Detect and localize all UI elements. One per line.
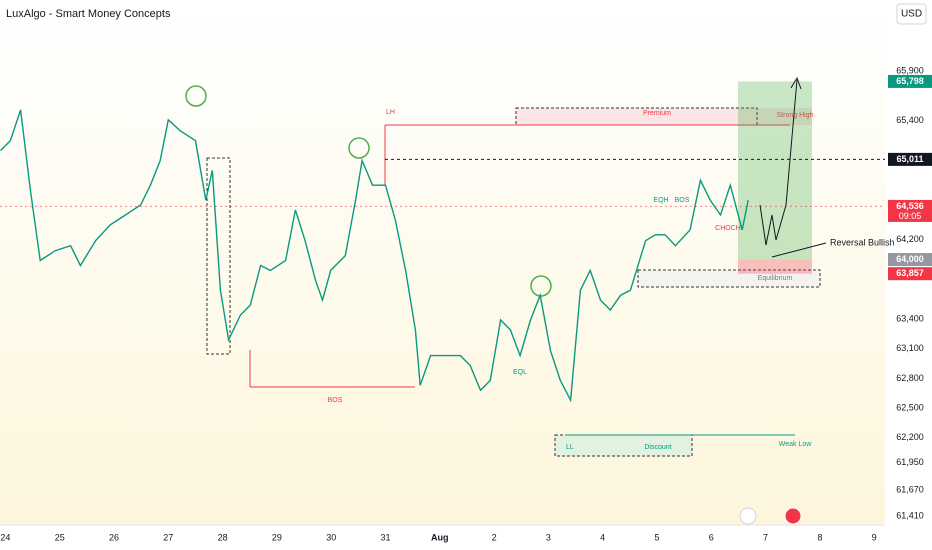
x-tick-label: 7 xyxy=(763,532,768,542)
bos-small-label: BOS xyxy=(675,197,690,204)
x-tick-label: 26 xyxy=(109,532,119,542)
bos-label: BOS xyxy=(328,397,343,404)
projection-arrow xyxy=(790,76,802,90)
equilibrium-box xyxy=(637,269,821,288)
y-tick-label: 62,800 xyxy=(896,373,924,383)
x-tick-label: 6 xyxy=(709,532,714,542)
strong-high-label: Strong High xyxy=(777,112,814,119)
x-tick-label: 29 xyxy=(272,532,282,542)
y-tick-label: 61,670 xyxy=(896,485,924,495)
target-zone xyxy=(738,81,812,260)
premium-zone xyxy=(516,108,812,125)
price-label-box xyxy=(888,152,932,166)
equilibrium-label: Equilibrium xyxy=(758,275,793,282)
price-label-box xyxy=(888,74,932,88)
y-tick-label: 63,400 xyxy=(896,313,924,323)
y-tick-label: 62,500 xyxy=(896,402,924,412)
callout-line xyxy=(771,242,827,258)
x-tick-label: 28 xyxy=(218,532,228,542)
x-tick-label: 8 xyxy=(817,532,822,542)
y-tick-label: 65,900 xyxy=(896,66,924,76)
y-tick-label: 61,410 xyxy=(896,510,924,520)
x-tick-label: 3 xyxy=(546,532,551,542)
eql-label: EQL xyxy=(513,369,527,376)
stop-zone xyxy=(738,259,812,274)
premium-box xyxy=(515,107,758,126)
weak-low-label: Weak Low xyxy=(779,441,812,448)
discount-label: Discount xyxy=(644,444,671,451)
highlight-circle xyxy=(348,137,370,159)
x-tick-label: 31 xyxy=(380,532,390,542)
indicator-title: LuxAlgo - Smart Money Concepts xyxy=(6,8,171,20)
price-label: 65,798 xyxy=(896,76,924,86)
choch-label: CHOCH xyxy=(715,225,741,232)
x-tick-label: 9 xyxy=(872,532,877,542)
x-tick-label: 5 xyxy=(654,532,659,542)
x-tick-label: 30 xyxy=(326,532,336,542)
event-icon[interactable] xyxy=(739,507,757,525)
y-tick-label: 64,200 xyxy=(896,234,924,244)
y-tick-label: 65,400 xyxy=(896,115,924,125)
price-label-box xyxy=(888,267,932,281)
price-label: 63,857 xyxy=(896,268,924,278)
highlight-circle xyxy=(185,85,207,107)
price-label: 65,011 xyxy=(896,154,923,164)
x-tick-label: 27 xyxy=(163,532,173,542)
x-tick-label: 24 xyxy=(0,532,10,542)
y-tick-label: 63,100 xyxy=(896,343,924,353)
discount-box xyxy=(554,434,693,457)
countdown: 09:05 xyxy=(899,211,922,221)
plot-background xyxy=(0,0,885,525)
price-label-box xyxy=(888,253,932,267)
x-tick-label: 2 xyxy=(492,532,497,542)
x-tick-label: 25 xyxy=(55,532,65,542)
price-label: 64,536 xyxy=(896,201,924,211)
currency-button[interactable] xyxy=(896,3,927,25)
event-icon[interactable] xyxy=(784,507,802,525)
y-tick-label: 62,200 xyxy=(896,432,924,442)
currency: USD xyxy=(901,9,922,20)
price-label-box xyxy=(888,199,932,222)
price-label: 64,000 xyxy=(896,254,924,264)
price-line xyxy=(0,109,749,403)
reversal-label: Reversal Bullish xyxy=(830,237,895,247)
y-tick-label: 61,950 xyxy=(896,457,924,467)
ll-label: LL xyxy=(566,444,574,451)
eqh-label: EQH xyxy=(653,197,668,204)
x-tick-label: Aug xyxy=(431,532,449,542)
projection-path xyxy=(759,79,798,246)
order-block xyxy=(206,157,231,355)
lh-label: LH xyxy=(386,109,395,116)
premium-label: Premium xyxy=(643,110,671,117)
x-tick-label: 4 xyxy=(600,532,605,542)
